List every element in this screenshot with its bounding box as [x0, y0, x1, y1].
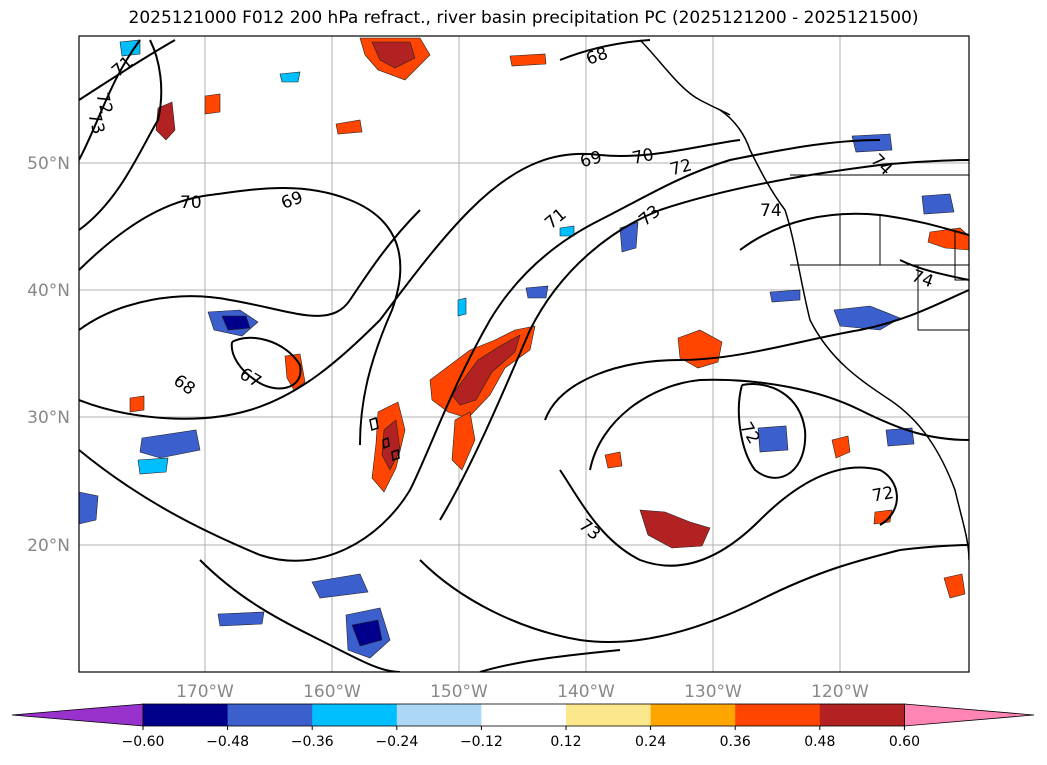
colorbar-segment: [819, 704, 905, 726]
colorbar-tick-label: −0.60: [122, 734, 165, 750]
lat-label-50n: 50°N: [27, 154, 70, 174]
lon-label-130w: 130°W: [684, 682, 742, 702]
colorbar-outline: [142, 703, 905, 727]
colorbar-segment: [566, 704, 652, 726]
colorbar-tick-label: −0.36: [291, 734, 334, 750]
lat-label-20n: 20°N: [27, 536, 70, 556]
longitude-labels: 170°W 160°W 150°W 140°W 130°W 120°W: [176, 682, 869, 702]
lon-label-170w: 170°W: [176, 682, 234, 702]
state-borders: [790, 174, 969, 331]
colorbar-tick-label: −0.24: [375, 734, 418, 750]
colorbar-extend-high: [904, 703, 1035, 727]
colorbar-tick-label: 0.60: [889, 734, 920, 750]
latitude-labels: 50°N 40°N 30°N 20°N: [27, 154, 70, 556]
colorbar-segment: [650, 704, 736, 726]
colorbar-segment: [396, 704, 482, 726]
colorbar: −0.60 −0.48 −0.36 −0.24 −0.12 0.12 0.24 0.36 0.4…: [11, 703, 1035, 750]
colorbar-segment: [481, 704, 567, 726]
lon-label-140w: 140°W: [557, 682, 615, 702]
contour-label: 72: [871, 483, 896, 506]
lat-label-30n: 30°N: [27, 408, 70, 428]
colorbar-tick-label: 0.36: [720, 734, 751, 750]
contour-label: 70: [630, 145, 655, 169]
lon-label-150w: 150°W: [430, 682, 488, 702]
contour-label: 74: [760, 201, 782, 221]
colorbar-segment: [143, 704, 229, 726]
colorbar-tick-label: 0.12: [550, 734, 581, 750]
lat-label-40n: 40°N: [27, 281, 70, 301]
colorbar-segment: [312, 704, 398, 726]
map-title: 2025121000 F012 200 hPa refract., river …: [128, 8, 919, 28]
colorbar-extend-low: [11, 703, 144, 727]
lon-label-160w: 160°W: [303, 682, 361, 702]
lon-label-120w: 120°W: [811, 682, 869, 702]
precipitation-shading: [79, 37, 969, 659]
coastlines: [369, 39, 969, 561]
contour-label: 70: [180, 193, 202, 213]
colorbar-segment: [227, 704, 313, 726]
map-border: [78, 35, 970, 673]
colorbar-tick-label: 0.24: [635, 734, 666, 750]
colorbar-tick-label: 0.48: [804, 734, 835, 750]
refractivity-contours: [79, 39, 969, 672]
colorbar-tick-label: −0.12: [460, 734, 503, 750]
colorbar-tick-label: −0.48: [206, 734, 249, 750]
colorbar-segment: [735, 704, 821, 726]
